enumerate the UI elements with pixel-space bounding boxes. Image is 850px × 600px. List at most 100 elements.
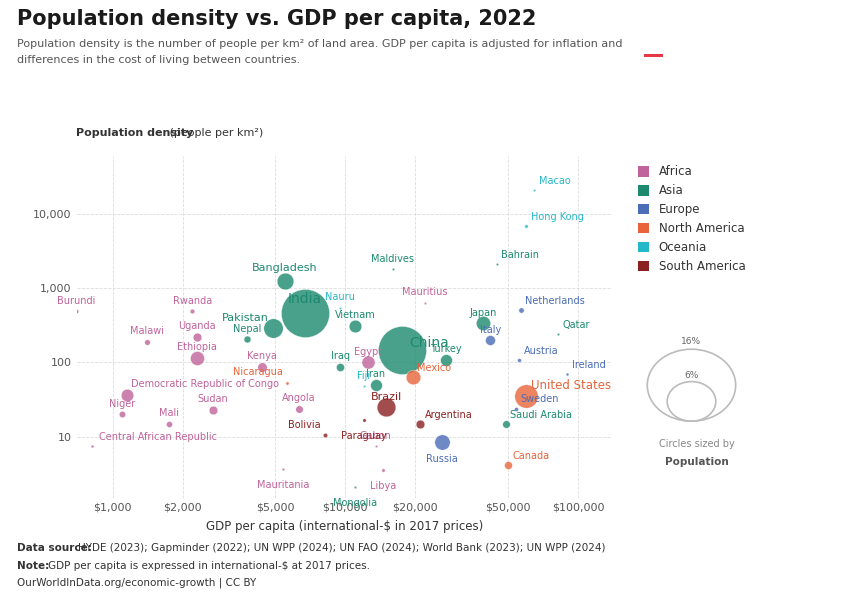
Text: Iraq: Iraq xyxy=(331,351,349,361)
Text: Turkey: Turkey xyxy=(430,344,462,355)
Text: Angola: Angola xyxy=(281,393,315,403)
Text: Pakistan: Pakistan xyxy=(222,313,269,323)
Text: Our World: Our World xyxy=(667,24,723,34)
Legend: Africa, Asia, Europe, North America, Oceania, South America: Africa, Asia, Europe, North America, Oce… xyxy=(634,162,749,277)
Point xyxy=(519,392,533,401)
Point xyxy=(499,419,513,428)
Point xyxy=(278,276,292,286)
Text: Central African Republic: Central African Republic xyxy=(99,432,218,442)
Point xyxy=(509,404,523,413)
Text: GDP per capita is expressed in international-$ at 2017 prices.: GDP per capita is expressed in internati… xyxy=(48,561,371,571)
Text: Mongolia: Mongolia xyxy=(333,498,377,508)
Text: Canada: Canada xyxy=(512,451,549,461)
Text: India: India xyxy=(288,292,322,305)
Text: OurWorldInData.org/economic-growth | CC BY: OurWorldInData.org/economic-growth | CC … xyxy=(17,577,256,588)
Point xyxy=(348,482,362,492)
Point xyxy=(120,390,133,400)
Point xyxy=(139,337,153,347)
Point xyxy=(319,430,332,440)
Point xyxy=(406,373,420,382)
Text: Rwanda: Rwanda xyxy=(173,296,212,305)
Point xyxy=(162,419,176,428)
Point xyxy=(376,465,389,475)
Point xyxy=(241,334,254,344)
Text: Italy: Italy xyxy=(479,325,501,335)
Text: Circles sized by: Circles sized by xyxy=(659,439,735,449)
Text: Note:: Note: xyxy=(17,561,53,571)
Text: Mauritius: Mauritius xyxy=(402,287,448,298)
Text: Maldives: Maldives xyxy=(371,254,414,263)
Point xyxy=(560,369,574,379)
Point xyxy=(292,404,305,413)
Point xyxy=(361,358,375,367)
Point xyxy=(379,403,393,412)
Bar xyxy=(644,54,663,57)
Text: Fiji: Fiji xyxy=(357,371,371,380)
Text: Nauru: Nauru xyxy=(326,292,355,302)
Text: Uganda: Uganda xyxy=(178,322,216,331)
Point xyxy=(513,355,526,365)
Text: Population: Population xyxy=(665,457,728,467)
Text: Hong Kong: Hong Kong xyxy=(530,212,583,222)
X-axis label: GDP per capita (international-$ in 2017 prices): GDP per capita (international-$ in 2017 … xyxy=(206,520,483,533)
Point xyxy=(413,419,427,428)
Text: Paraguay: Paraguay xyxy=(341,431,387,441)
Point xyxy=(369,441,382,451)
Point xyxy=(70,307,83,316)
Point xyxy=(266,323,280,333)
Text: (people per km²): (people per km²) xyxy=(166,128,263,138)
Text: Egypt: Egypt xyxy=(354,347,382,357)
Point xyxy=(116,410,129,419)
Point xyxy=(476,319,490,328)
Point xyxy=(190,353,203,363)
Text: Mali: Mali xyxy=(159,408,179,418)
Text: Libya: Libya xyxy=(370,481,396,491)
Text: Ireland: Ireland xyxy=(571,360,605,370)
Point xyxy=(386,265,400,274)
Text: Nicaragua: Nicaragua xyxy=(233,367,282,377)
Point xyxy=(435,437,449,447)
Point xyxy=(369,380,382,389)
Point xyxy=(551,329,564,339)
Text: Niger: Niger xyxy=(109,399,135,409)
Text: Gabon: Gabon xyxy=(360,431,392,440)
Text: Netherlands: Netherlands xyxy=(525,296,585,306)
Point xyxy=(502,460,515,470)
Text: 16%: 16% xyxy=(682,337,701,346)
Text: United States: United States xyxy=(530,379,610,392)
Point xyxy=(484,335,497,345)
Point xyxy=(185,307,199,316)
Point xyxy=(298,308,312,317)
Text: Iran: Iran xyxy=(366,369,385,379)
Point xyxy=(357,415,371,424)
Text: in Data: in Data xyxy=(677,42,713,52)
Text: Kenya: Kenya xyxy=(247,351,277,361)
Text: 6%: 6% xyxy=(684,371,699,380)
Point xyxy=(348,321,362,331)
Text: Democratic Republic of Congo: Democratic Republic of Congo xyxy=(131,379,279,389)
Text: Saudi Arabia: Saudi Arabia xyxy=(510,410,572,419)
Text: Ethiopia: Ethiopia xyxy=(177,343,217,352)
Text: Population density vs. GDP per capita, 2022: Population density vs. GDP per capita, 2… xyxy=(17,9,536,29)
Text: differences in the cost of living between countries.: differences in the cost of living betwee… xyxy=(17,55,300,65)
Text: Russia: Russia xyxy=(426,454,457,464)
Point xyxy=(276,464,290,473)
Text: Population density: Population density xyxy=(76,128,194,138)
Point xyxy=(439,355,452,365)
Point xyxy=(86,441,99,451)
Point xyxy=(280,378,293,388)
Point xyxy=(333,362,347,371)
Text: Data source:: Data source: xyxy=(17,543,95,553)
Text: Burundi: Burundi xyxy=(57,296,96,305)
Point xyxy=(519,221,533,231)
Text: Qatar: Qatar xyxy=(562,320,590,331)
Text: Argentina: Argentina xyxy=(424,410,473,419)
Text: Bangladesh: Bangladesh xyxy=(252,263,318,272)
Point xyxy=(190,332,203,342)
Point xyxy=(514,305,528,314)
Point xyxy=(207,405,220,415)
Point xyxy=(357,382,371,391)
Text: Mauritania: Mauritania xyxy=(257,480,309,490)
Text: Mexico: Mexico xyxy=(417,363,451,373)
Point xyxy=(256,362,269,371)
